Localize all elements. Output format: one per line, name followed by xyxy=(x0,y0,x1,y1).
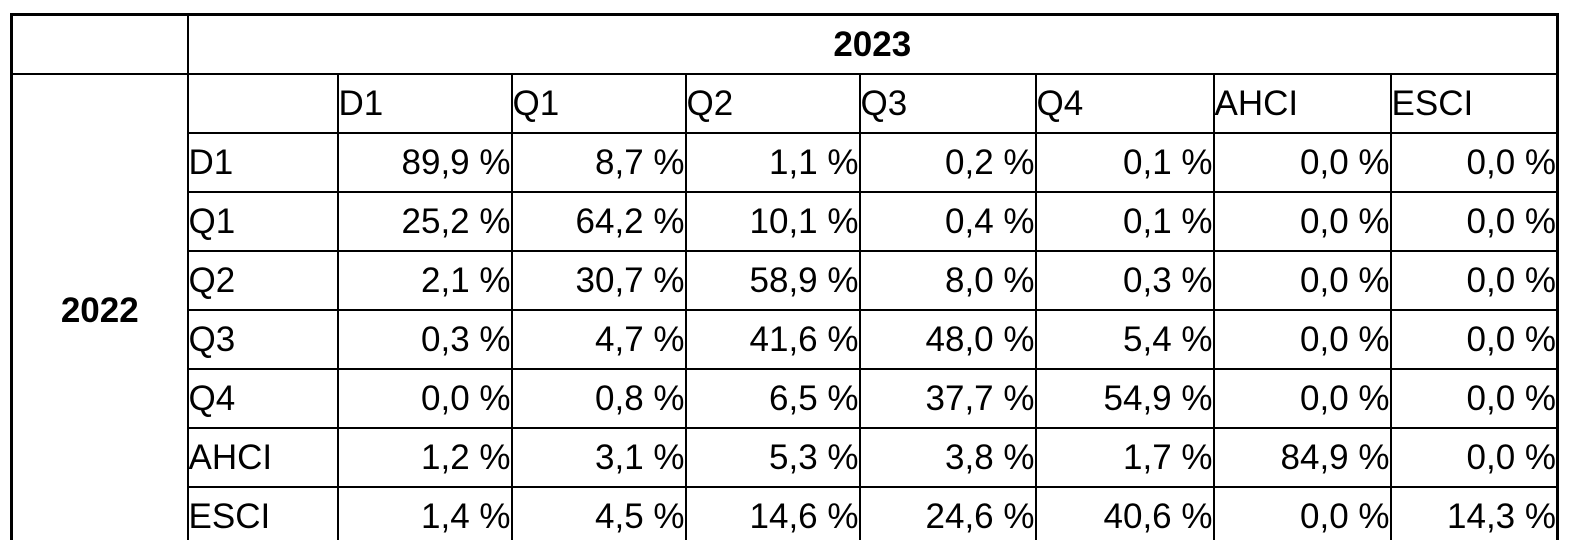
cell-q1-q4: 0,1 % xyxy=(1034,191,1215,252)
cell-esci-q3: 24,6 % xyxy=(858,486,1037,540)
cell-q4-q2: 6,5 % xyxy=(684,368,861,429)
cell-esci-q1: 4,5 % xyxy=(510,486,687,540)
cell-q2-q4: 0,3 % xyxy=(1034,250,1215,311)
table-row-q4: Q4 0,0 % 0,8 % 6,5 % 37,7 % 54,9 % 0,0 % 0,0 % xyxy=(12,368,1559,429)
table-row-q1: Q1 25,2 % 64,2 % 10,1 % 0,4 % 0,1 % 0,0 % 0,0 % xyxy=(12,191,1559,252)
column-year-header: 2023 xyxy=(186,13,1559,75)
cell-q1-d1: 25,2 % xyxy=(336,191,513,252)
cell-q4-d1: 0,0 % xyxy=(336,368,513,429)
cell-q2-d1: 2,1 % xyxy=(336,250,513,311)
row-header-q2: Q2 xyxy=(186,250,339,311)
cell-ahci-q4: 1,7 % xyxy=(1034,427,1215,488)
cell-d1-d1: 89,9 % xyxy=(336,132,513,193)
cell-q3-q2: 41,6 % xyxy=(684,309,861,370)
cell-esci-q2: 14,6 % xyxy=(684,486,861,540)
cell-q4-q4: 54,9 % xyxy=(1034,368,1215,429)
column-header-q4: Q4 xyxy=(1034,73,1215,134)
cell-d1-q1: 8,7 % xyxy=(510,132,687,193)
cell-d1-q4: 0,1 % xyxy=(1034,132,1215,193)
row-header-d1: D1 xyxy=(186,132,339,193)
cell-q4-q1: 0,8 % xyxy=(510,368,687,429)
cell-ahci-d1: 1,2 % xyxy=(336,427,513,488)
cell-esci-q4: 40,6 % xyxy=(1034,486,1215,540)
cell-q3-q4: 5,4 % xyxy=(1034,309,1215,370)
cell-q2-q1: 30,7 % xyxy=(510,250,687,311)
cell-q1-ahci: 0,0 % xyxy=(1212,191,1392,252)
cell-ahci-q3: 3,8 % xyxy=(858,427,1037,488)
cell-q4-esci: 0,0 % xyxy=(1389,368,1559,429)
cell-q2-esci: 0,0 % xyxy=(1389,250,1559,311)
column-header-q1: Q1 xyxy=(510,73,687,134)
cell-q2-q2: 58,9 % xyxy=(684,250,861,311)
cell-ahci-q1: 3,1 % xyxy=(510,427,687,488)
cell-d1-q3: 0,2 % xyxy=(858,132,1037,193)
cell-ahci-esci: 0,0 % xyxy=(1389,427,1559,488)
column-header-d1: D1 xyxy=(336,73,513,134)
header-corner-cell xyxy=(186,73,339,134)
cell-q1-esci: 0,0 % xyxy=(1389,191,1559,252)
cell-q1-q1: 64,2 % xyxy=(510,191,687,252)
table-row-d1: D1 89,9 % 8,7 % 1,1 % 0,2 % 0,1 % 0,0 % 0,0 % xyxy=(12,132,1559,193)
cell-q3-ahci: 0,0 % xyxy=(1212,309,1392,370)
quartile-transition-table: 2023 2022 D1 Q1 Q2 Q3 Q4 AHCI ESCI D1 89,9 % 8,7… xyxy=(10,13,1559,540)
row-header-esci: ESCI xyxy=(186,486,339,540)
cell-q1-q3: 0,4 % xyxy=(858,191,1037,252)
cell-q4-q3: 37,7 % xyxy=(858,368,1037,429)
top-header-row: 2023 xyxy=(10,13,1559,75)
row-year-header: 2022 xyxy=(10,73,189,540)
row-header-q1: Q1 xyxy=(186,191,339,252)
cell-q3-q1: 4,7 % xyxy=(510,309,687,370)
cell-q2-ahci: 0,0 % xyxy=(1212,250,1392,311)
cell-esci-d1: 1,4 % xyxy=(336,486,513,540)
table-row-q3: Q3 0,3 % 4,7 % 41,6 % 48,0 % 5,4 % 0,0 % 0,0 % xyxy=(12,309,1559,370)
table-row-q2: Q2 2,1 % 30,7 % 58,9 % 8,0 % 0,3 % 0,0 % 0,0 % xyxy=(12,250,1559,311)
cell-ahci-q2: 5,3 % xyxy=(684,427,861,488)
corner-cell xyxy=(10,13,189,75)
cell-d1-q2: 1,1 % xyxy=(684,132,861,193)
cell-d1-esci: 0,0 % xyxy=(1389,132,1559,193)
table-row-esci: ESCI 1,4 % 4,5 % 14,6 % 24,6 % 40,6 % 0,0 % 14,… xyxy=(12,486,1559,540)
cell-q1-q2: 10,1 % xyxy=(684,191,861,252)
table-row-ahci: AHCI 1,2 % 3,1 % 5,3 % 3,8 % 1,7 % 84,9 % 0,0 % xyxy=(12,427,1559,488)
column-header-ahci: AHCI xyxy=(1212,73,1392,134)
row-header-ahci: AHCI xyxy=(186,427,339,488)
cell-q2-q3: 8,0 % xyxy=(858,250,1037,311)
column-header-esci: ESCI xyxy=(1389,73,1559,134)
cell-esci-esci: 14,3 % xyxy=(1389,486,1559,540)
cell-d1-ahci: 0,0 % xyxy=(1212,132,1392,193)
column-header-q2: Q2 xyxy=(684,73,861,134)
cell-ahci-ahci: 84,9 % xyxy=(1212,427,1392,488)
cell-q3-d1: 0,3 % xyxy=(336,309,513,370)
column-header-row: 2022 D1 Q1 Q2 Q3 Q4 AHCI ESCI xyxy=(10,73,1559,540)
cell-esci-ahci: 0,0 % xyxy=(1212,486,1392,540)
cell-q3-esci: 0,0 % xyxy=(1389,309,1559,370)
cell-q4-ahci: 0,0 % xyxy=(1212,368,1392,429)
cell-q3-q3: 48,0 % xyxy=(858,309,1037,370)
row-header-q4: Q4 xyxy=(186,368,339,429)
column-header-q3: Q3 xyxy=(858,73,1037,134)
row-header-q3: Q3 xyxy=(186,309,339,370)
